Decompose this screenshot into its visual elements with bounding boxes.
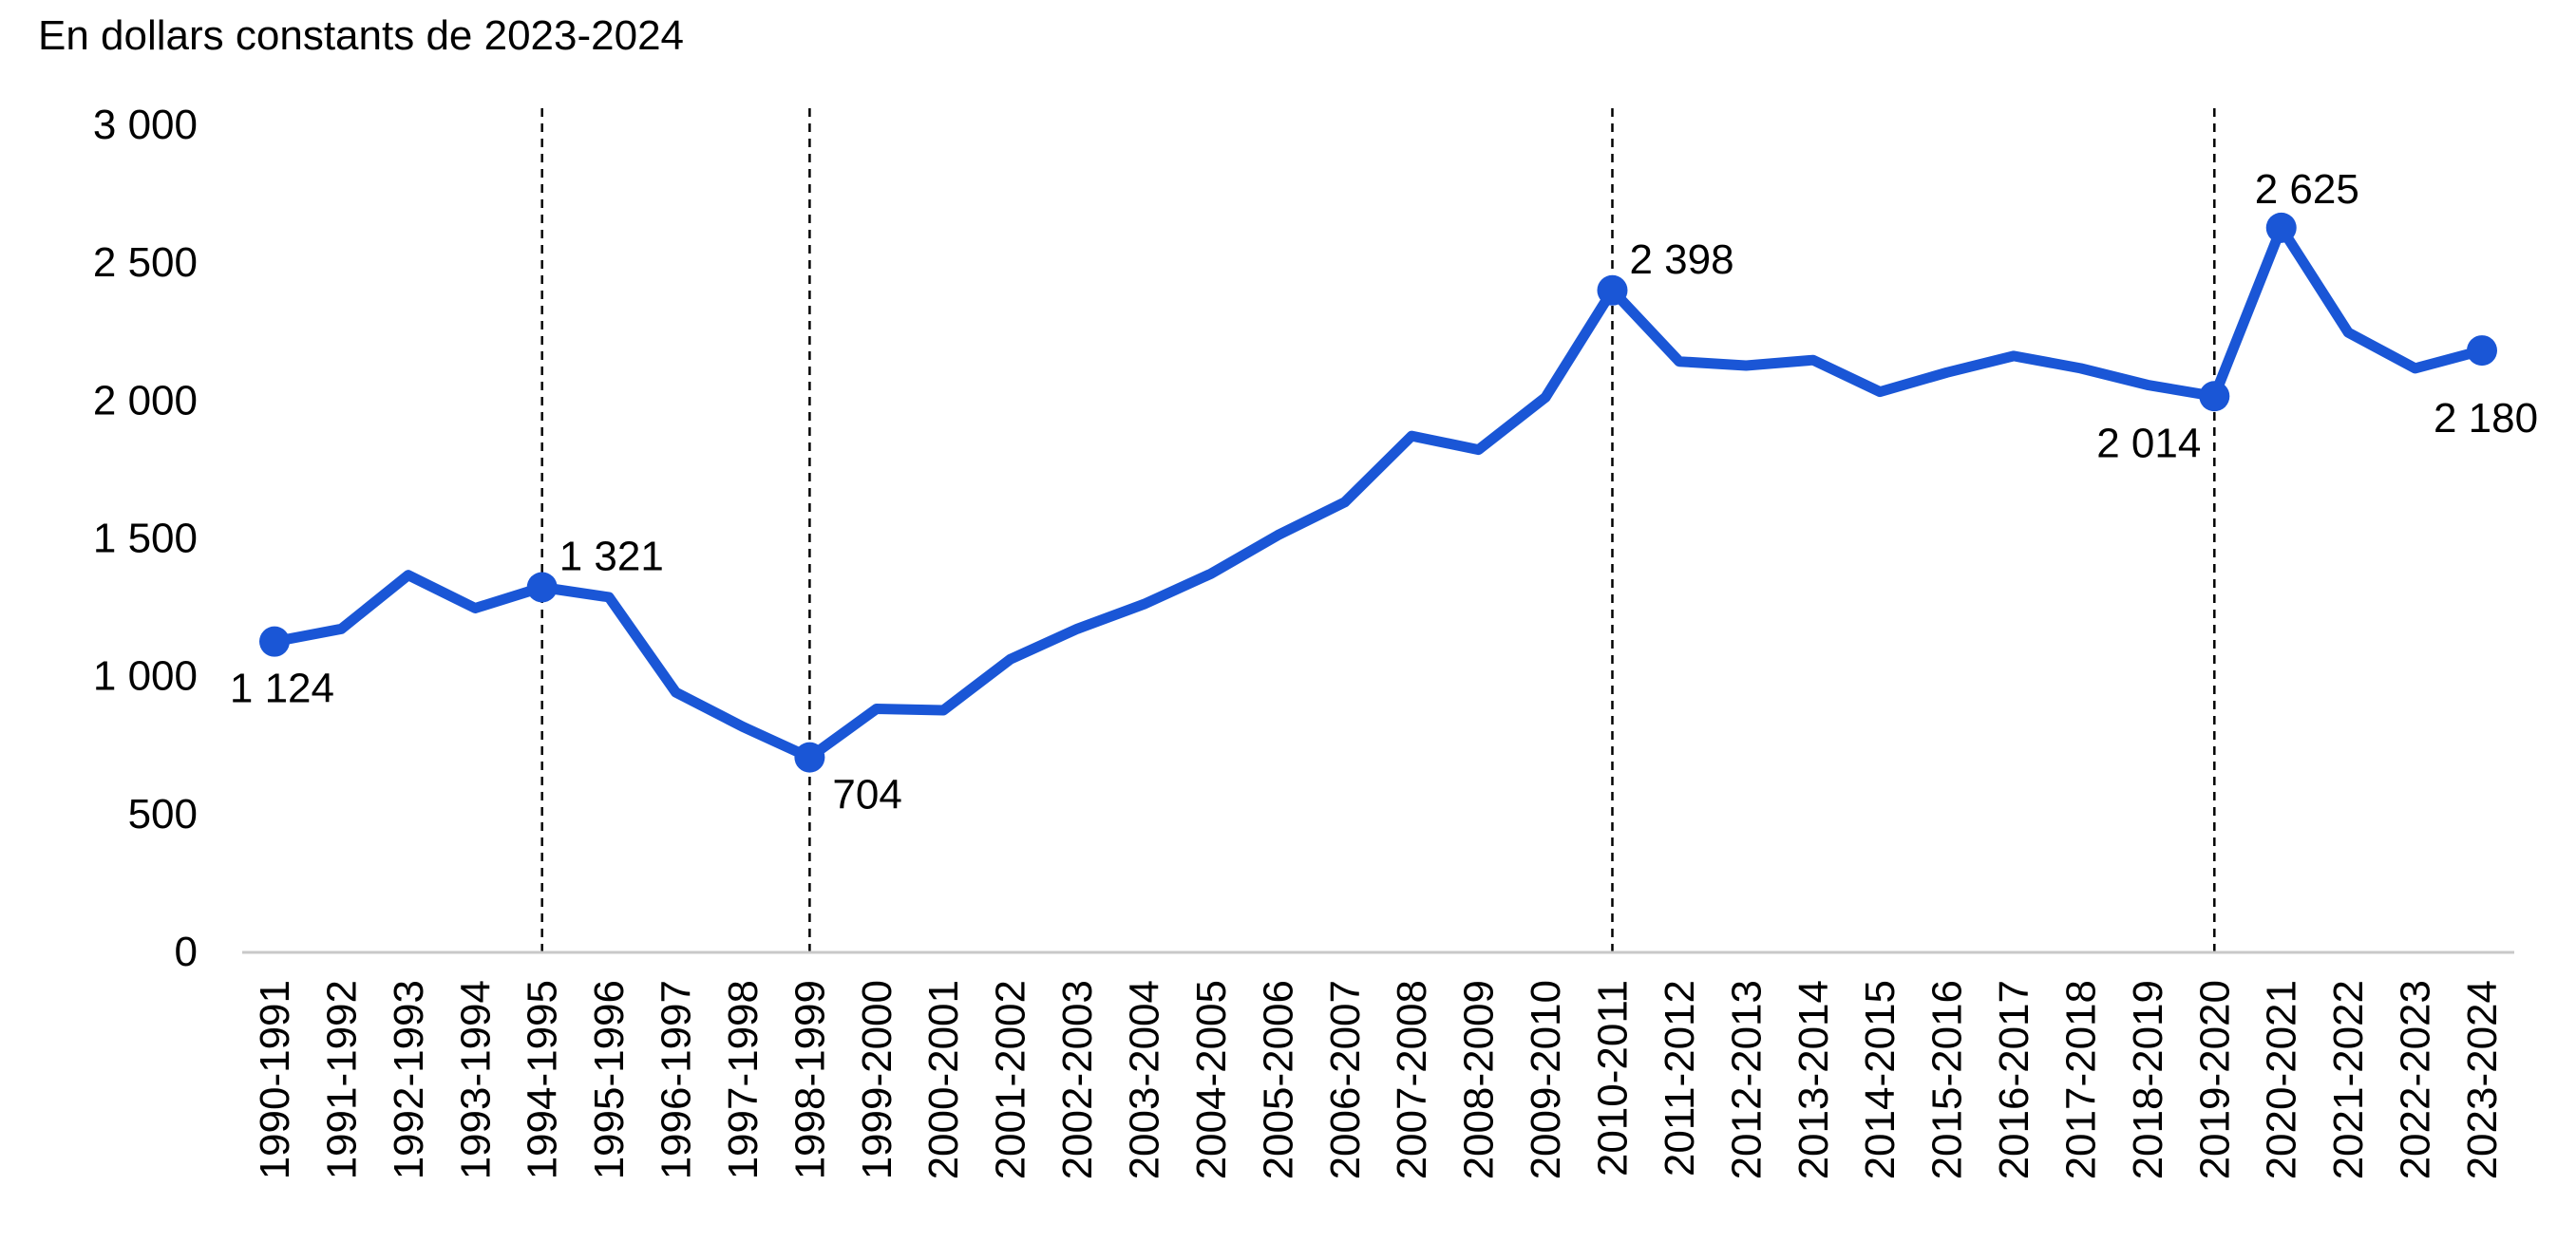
x-axis: 1990-1991 1991-1992 1992-1993 1993-1994 1994…	[242, 950, 2514, 1179]
markers	[259, 212, 2497, 773]
data-label: 2 398	[1629, 236, 1733, 283]
unit-label: En dollars constants de 2023-2024	[38, 12, 684, 59]
x-tick-label: 2012-2013	[1723, 980, 1770, 1179]
x-tick-label: 1991-1992	[318, 980, 365, 1179]
y-tick-label: 1 000	[93, 653, 198, 700]
x-tick-label: 1990-1991	[252, 980, 298, 1179]
x-tick-label: 2009-2010	[1523, 980, 1569, 1179]
x-tick-label: 2001-2002	[988, 980, 1034, 1179]
data-label: 2 180	[2434, 395, 2538, 442]
y-tick-label: 3 000	[93, 102, 198, 148]
x-tick-label: 1997-1998	[720, 980, 767, 1179]
x-tick-label: 2004-2005	[1188, 980, 1235, 1179]
data-label: 1 124	[230, 666, 334, 712]
x-tick-label: 2016-2017	[1991, 980, 2037, 1179]
x-tick-label: 2020-2021	[2259, 980, 2305, 1179]
x-tick-label: 2003-2004	[1122, 980, 1168, 1179]
x-tick-label: 2019-2020	[2191, 980, 2238, 1179]
x-tick-label: 2006-2007	[1322, 980, 1369, 1179]
x-tick-label: 2022-2023	[2393, 980, 2439, 1179]
y-tick-label: 2 500	[93, 239, 198, 286]
x-tick-label: 2005-2006	[1255, 980, 1301, 1179]
series	[269, 222, 2488, 763]
x-tick-label: 2015-2016	[1924, 980, 1971, 1179]
x-tick-label: 2007-2008	[1389, 980, 1435, 1179]
data-point-marker	[259, 626, 290, 657]
x-tick-label: 1995-1996	[586, 980, 633, 1179]
x-tick-label: 2013-2014	[1790, 980, 1837, 1179]
data-point-marker	[1597, 274, 1628, 306]
x-tick-label: 1996-1997	[653, 980, 700, 1179]
x-tick-label: 2008-2009	[1456, 980, 1503, 1179]
x-tick-label: 2002-2003	[1054, 980, 1101, 1179]
y-tick-label: 0	[175, 929, 198, 975]
x-tick-label: 2010-2011	[1589, 980, 1636, 1176]
y-tick-label: 2 000	[93, 377, 198, 423]
x-tick-label: 2000-2001	[920, 980, 967, 1179]
x-tick-label: 2017-2018	[2057, 980, 2104, 1179]
x-tick-label: 2014-2015	[1857, 980, 1904, 1179]
data-label: 704	[832, 772, 901, 819]
x-tick-label: 2023-2024	[2459, 980, 2506, 1179]
x-tick-label: 1999-2000	[854, 980, 900, 1179]
data-label: 2 625	[2255, 166, 2359, 213]
x-tick-label: 1992-1993	[386, 980, 432, 1179]
data-point-marker	[2467, 335, 2497, 367]
data-label: 2 014	[2096, 420, 2201, 466]
y-tick-label: 500	[128, 791, 198, 837]
data-point-marker	[2199, 381, 2230, 412]
data-point-marker	[526, 572, 558, 603]
series-line	[269, 222, 2488, 763]
x-tick-label: 2011-2012	[1657, 980, 1703, 1176]
data-point-marker	[2265, 212, 2297, 243]
data-label: 1 321	[559, 533, 664, 579]
x-tick-label: 2021-2022	[2325, 980, 2372, 1179]
x-tick-label: 1994-1995	[520, 980, 566, 1179]
x-tick-label: 2018-2019	[2125, 980, 2171, 1179]
reference-lines	[540, 108, 2216, 951]
data-point-marker	[794, 742, 825, 773]
y-axis: 0 500 1 000 1 500 2 000 2 500 3 000	[93, 102, 198, 975]
y-tick-label: 1 500	[93, 516, 198, 562]
x-tick-label: 1998-1999	[786, 980, 833, 1179]
x-tick-label: 1993-1994	[452, 980, 499, 1179]
data-labels: 1 124 1 321 704 2 398 2 014 2 625 2 180	[230, 166, 2538, 819]
